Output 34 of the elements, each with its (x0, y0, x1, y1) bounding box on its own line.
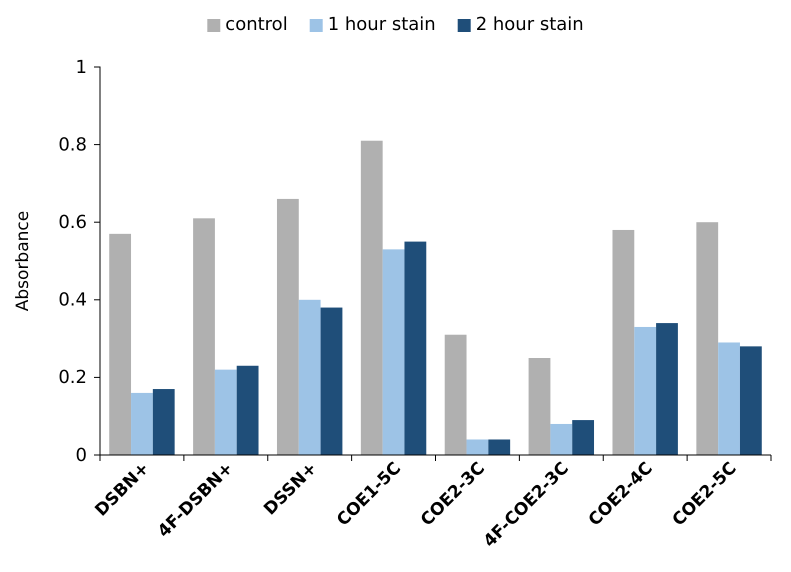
y-tick-label: 0.8 (58, 134, 87, 156)
bar (466, 439, 488, 455)
bar (236, 366, 259, 455)
bar (360, 140, 383, 455)
y-tick-label: 0.2 (58, 367, 87, 388)
bar (718, 342, 740, 455)
bar (634, 326, 656, 455)
bar (404, 242, 426, 455)
bar (550, 424, 572, 455)
legend-label: control (225, 14, 288, 35)
y-tick-label: 0.6 (58, 212, 87, 233)
legend-label: 2 hour stain (476, 14, 584, 35)
bar (612, 230, 634, 455)
bar (214, 370, 237, 455)
bar (444, 334, 467, 455)
bar (193, 218, 215, 455)
y-axis-title: Absorbance (13, 210, 33, 312)
bar (276, 198, 299, 455)
bar (572, 420, 594, 455)
y-tick-label: 0 (76, 444, 87, 466)
bar (696, 222, 718, 455)
legend-label: 1 hour stain (328, 14, 436, 35)
bar (740, 346, 762, 455)
y-tick-label: 0.4 (58, 290, 87, 311)
bar (152, 389, 175, 455)
bar (488, 439, 510, 455)
bar (109, 234, 132, 455)
bar (320, 308, 342, 455)
bar (656, 323, 678, 455)
bar (382, 249, 404, 455)
bar (298, 300, 321, 455)
y-tick-label: 1 (76, 56, 87, 78)
bar (131, 392, 153, 455)
bar (528, 358, 550, 455)
